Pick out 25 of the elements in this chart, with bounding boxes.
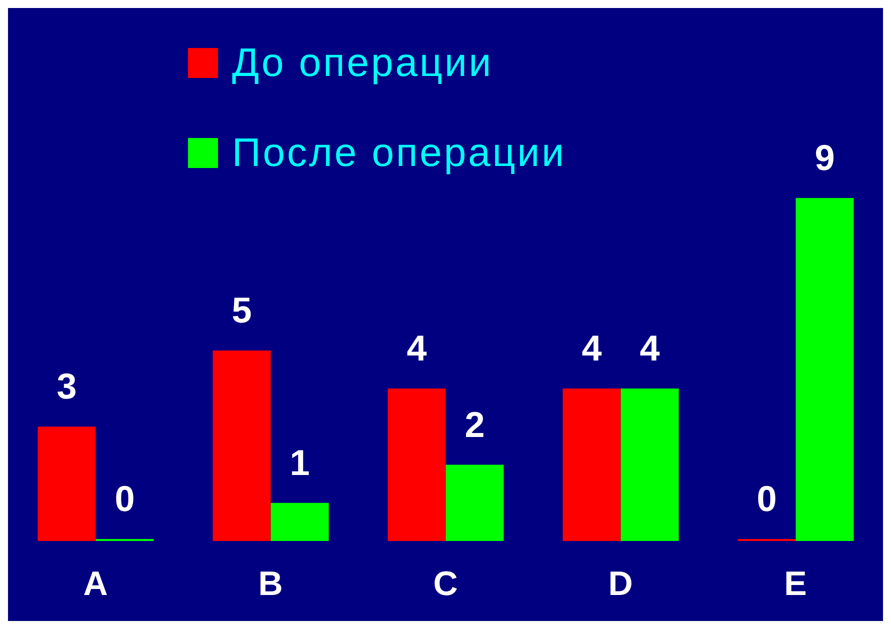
bar (796, 198, 854, 541)
data-label: 4 (640, 328, 660, 369)
x-tick-label: B (258, 565, 283, 604)
data-label: 4 (582, 328, 602, 369)
legend-label: До операции (232, 40, 494, 86)
bar (270, 502, 329, 541)
bar (620, 388, 679, 541)
x-tick-label: E (784, 565, 807, 604)
data-label: 5 (232, 289, 252, 330)
data-label: 3 (56, 366, 77, 407)
x-tick-label: D (608, 565, 633, 604)
data-label: 2 (464, 404, 485, 445)
x-tick-label: C (433, 565, 458, 604)
bar (446, 464, 504, 541)
data-label: 0 (114, 478, 135, 519)
bar (562, 388, 621, 541)
data-label: 0 (756, 478, 777, 519)
bar (38, 426, 96, 541)
legend-label: После операции (232, 130, 566, 176)
data-label: 1 (290, 442, 310, 483)
data-label: 9 (814, 137, 835, 178)
bar (388, 388, 446, 541)
x-tick-label: A (83, 565, 108, 604)
bar (212, 350, 271, 541)
data-label: 4 (406, 328, 427, 369)
